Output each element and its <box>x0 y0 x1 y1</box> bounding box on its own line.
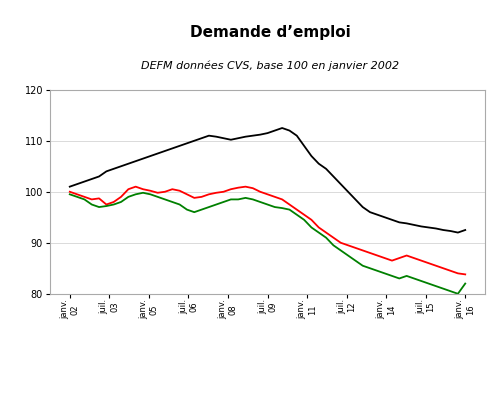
France Cat. 1 <box>162 149 168 153</box>
PACA Cat. 1 <box>220 189 226 194</box>
Line: PACA Cat. 1: PACA Cat. 1 <box>70 186 465 274</box>
France Cat. 1 <box>110 166 116 171</box>
PACA Cat. 1 <box>462 272 468 277</box>
Line: PACA Cat. 1,2,3 HAR*: PACA Cat. 1,2,3 HAR* <box>70 193 465 294</box>
France Cat. 1 <box>279 126 285 131</box>
France Cat. 1 <box>213 134 219 139</box>
France Cat. 1 <box>426 225 432 230</box>
France Cat. 1 <box>140 156 146 161</box>
France Cat. 1 <box>455 230 461 235</box>
Text: Demande d’emploi: Demande d’emploi <box>190 25 350 40</box>
PACA Cat. 1,2,3 HAR* <box>448 289 454 294</box>
PACA Cat. 1 <box>132 184 138 189</box>
Line: France Cat. 1: France Cat. 1 <box>70 128 465 233</box>
PACA Cat. 1 <box>148 188 154 193</box>
Text: DEFM données CVS, base 100 en janvier 2002: DEFM données CVS, base 100 en janvier 20… <box>141 60 399 71</box>
PACA Cat. 1 <box>426 261 432 266</box>
PACA Cat. 1,2,3 HAR* <box>220 200 226 204</box>
PACA Cat. 1 <box>170 187 175 192</box>
PACA Cat. 1,2,3 HAR* <box>170 200 175 204</box>
PACA Cat. 1,2,3 HAR* <box>462 281 468 286</box>
PACA Cat. 1,2,3 HAR* <box>148 192 154 197</box>
France Cat. 1 <box>462 228 468 233</box>
France Cat. 1 <box>448 228 454 233</box>
PACA Cat. 1,2,3 HAR* <box>455 291 461 296</box>
PACA Cat. 1 <box>67 189 73 194</box>
PACA Cat. 1,2,3 HAR* <box>110 202 116 207</box>
PACA Cat. 1 <box>110 200 116 204</box>
PACA Cat. 1,2,3 HAR* <box>426 281 432 286</box>
PACA Cat. 1,2,3 HAR* <box>140 190 146 195</box>
PACA Cat. 1,2,3 HAR* <box>67 192 73 197</box>
France Cat. 1 <box>67 184 73 189</box>
PACA Cat. 1 <box>455 271 461 276</box>
